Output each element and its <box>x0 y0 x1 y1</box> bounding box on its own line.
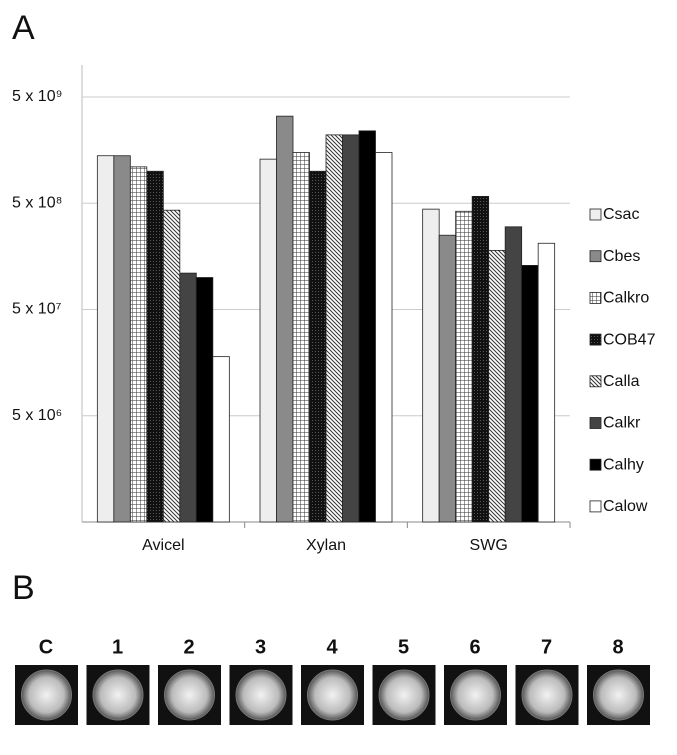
y-tick-label: 5 x 10⁶ <box>12 407 62 424</box>
legend-swatch <box>589 250 602 263</box>
x-tick-label: SWG <box>470 537 508 554</box>
bar <box>438 234 457 523</box>
panel-label: A <box>12 9 35 47</box>
bar <box>375 152 393 523</box>
well-image <box>21 669 72 721</box>
bar <box>504 226 523 523</box>
bar <box>162 209 181 523</box>
bar <box>195 277 214 523</box>
bar <box>113 155 131 523</box>
legend-label: Calla <box>603 373 640 390</box>
legend-label: Cbes <box>603 248 640 265</box>
bar <box>276 115 294 523</box>
y-tick-label: 5 x 10⁸ <box>12 194 62 211</box>
bar <box>471 195 490 523</box>
legend-swatch <box>589 417 602 429</box>
bar <box>259 158 277 523</box>
well-image <box>164 669 215 721</box>
bar <box>129 166 148 523</box>
well-label: 4 <box>326 636 338 658</box>
legend-swatch <box>589 458 602 471</box>
legend-label: Calhy <box>603 456 644 473</box>
well-label: 3 <box>255 636 266 658</box>
bar <box>537 242 556 523</box>
legend-label: COB47 <box>603 331 656 348</box>
bar <box>179 272 197 523</box>
x-tick-label: Xylan <box>306 537 346 554</box>
bar <box>292 152 310 523</box>
well-label: 1 <box>112 636 123 658</box>
well-image <box>521 669 573 721</box>
legend-label: Calkro <box>603 290 649 307</box>
well-label: 2 <box>183 636 194 658</box>
legend-label: Csac <box>603 206 639 223</box>
bar <box>521 265 539 523</box>
well-label: C <box>39 636 53 658</box>
y-tick-label: 5 x 10⁹ <box>12 88 62 105</box>
well-image <box>92 669 144 721</box>
well-image <box>450 669 501 721</box>
well-image <box>235 669 287 721</box>
legend-label: Calkr <box>603 415 641 432</box>
bar <box>309 170 327 523</box>
well-label: 5 <box>398 636 409 658</box>
panel-label: B <box>12 569 35 607</box>
well-image <box>593 669 644 721</box>
bar <box>212 356 230 523</box>
bar <box>455 210 473 523</box>
x-tick-label: Avicel <box>142 537 184 554</box>
legend-swatch <box>589 208 602 221</box>
well-image <box>378 669 430 721</box>
legend-swatch <box>589 500 602 513</box>
well-image <box>307 669 358 721</box>
bar <box>325 134 343 523</box>
bar <box>96 155 115 523</box>
bar <box>488 249 506 523</box>
legend-swatch <box>589 291 602 304</box>
legend-label: Calow <box>603 498 648 515</box>
legend-swatch <box>589 333 602 346</box>
bar <box>422 208 440 523</box>
bar <box>342 134 360 523</box>
y-tick-label: 5 x 10⁷ <box>12 301 62 318</box>
bar <box>146 170 164 523</box>
bar <box>358 130 376 523</box>
well-label: 8 <box>612 636 623 658</box>
well-label: 6 <box>469 636 480 658</box>
legend-swatch <box>589 375 602 388</box>
well-label: 7 <box>541 636 552 658</box>
